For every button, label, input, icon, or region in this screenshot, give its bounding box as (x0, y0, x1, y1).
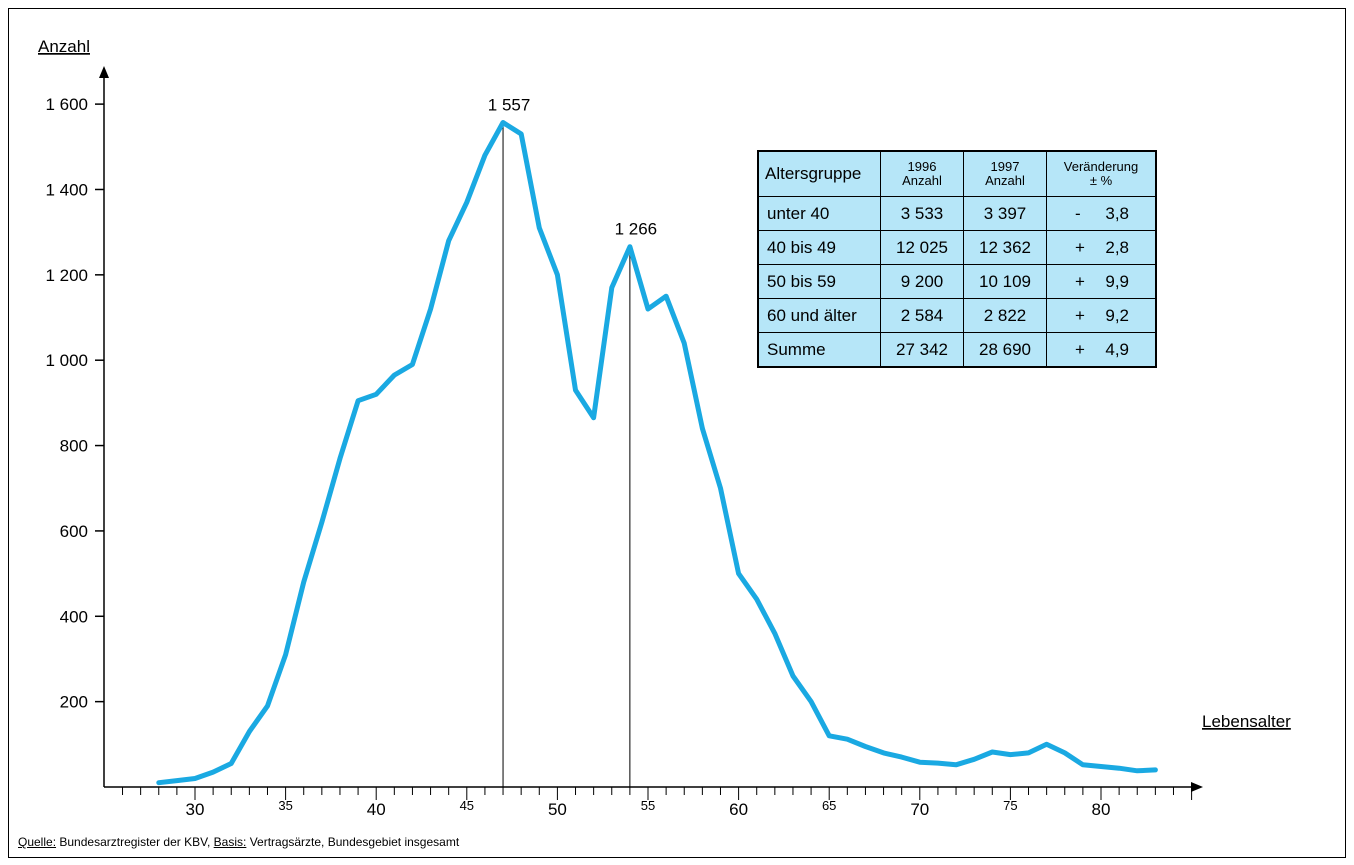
change-value: 9,9 (1105, 271, 1129, 291)
cell-change: +4,9 (1046, 332, 1157, 368)
y-axis-arrow (99, 66, 109, 78)
cell-group: 50 bis 59 (757, 264, 881, 299)
x-tick-label: 55 (641, 798, 655, 813)
source-note: Quelle: Bundesarztregister der KBV, Basi… (18, 835, 459, 849)
cell-group: 40 bis 49 (757, 230, 881, 265)
header-1997: 1997 Anzahl (963, 150, 1047, 197)
cell-1997: 10 109 (963, 264, 1047, 299)
table-header-row: Altersgruppe 1996 Anzahl 1997 Anzahl Ver… (757, 150, 1157, 197)
header-1997-year: 1997 (990, 159, 1020, 174)
cell-1996: 27 342 (880, 332, 964, 368)
cell-1996: 12 025 (880, 230, 964, 265)
y-tick-label: 600 (60, 522, 88, 541)
x-tick-label: 30 (186, 800, 205, 819)
source-text: Bundesarztregister der KBV, (56, 835, 214, 849)
table-row: 50 bis 59 9 200 10 109 +9,9 (757, 264, 1157, 299)
chart-frame (8, 8, 1346, 858)
cell-group: 60 und älter (757, 298, 881, 333)
header-1996: 1996 Anzahl (880, 150, 964, 197)
header-1997-sub: Anzahl (985, 173, 1025, 188)
change-value: 2,8 (1105, 237, 1129, 257)
cell-1997: 12 362 (963, 230, 1047, 265)
series-line (156, 120, 1158, 786)
x-tick-label: 75 (1003, 798, 1017, 813)
peak-label: 1 557 (488, 95, 531, 114)
change-value: 3,8 (1105, 203, 1129, 223)
change-sign: + (1075, 339, 1085, 359)
cell-1996: 9 200 (880, 264, 964, 299)
y-tick-label: 400 (60, 607, 88, 626)
change-sign: + (1075, 271, 1085, 291)
change-value: 9,2 (1105, 305, 1129, 325)
y-tick-label: 1 600 (45, 95, 88, 114)
y-tick-label: 200 (60, 693, 88, 712)
y-axis-title: Anzahl (38, 37, 90, 56)
table-row: 60 und älter 2 584 2 822 +9,2 (757, 298, 1157, 333)
cell-change: +9,9 (1046, 264, 1157, 299)
header-1996-sub: Anzahl (902, 173, 942, 188)
change-sign: + (1075, 237, 1085, 257)
basis-label: Basis: (213, 835, 247, 849)
source-label: Quelle: (18, 835, 57, 849)
header-1996-year: 1996 (907, 159, 937, 174)
header-change: Veränderung ± % (1046, 150, 1157, 197)
x-axis-arrow (1191, 782, 1203, 792)
x-tick-label: 80 (1092, 800, 1111, 819)
cell-group: unter 40 (757, 196, 881, 231)
x-tick-label: 50 (548, 800, 567, 819)
cell-1997: 28 690 (963, 332, 1047, 368)
x-tick-label: 70 (910, 800, 929, 819)
x-tick-label: 60 (729, 800, 748, 819)
cell-change: +2,8 (1046, 230, 1157, 265)
ticks: 30 35 40 45 50 55 60 65 70 75 80 200 400 600 800 1 000 1… (45, 95, 1193, 819)
x-tick-label: 40 (367, 800, 386, 819)
y-tick-label: 800 (60, 437, 88, 456)
x-tick-label: 65 (822, 798, 836, 813)
basis-text: Vertragsärzte, Bundesgebiet insgesamt (246, 835, 460, 849)
y-tick-label: 1 400 (45, 180, 88, 199)
cell-change: +9,2 (1046, 298, 1157, 333)
x-tick-label: 35 (278, 798, 292, 813)
table-row: unter 40 3 533 3 397 - 3,8 (757, 196, 1157, 231)
cell-1996: 3 533 (880, 196, 964, 231)
cell-1997: 2 822 (963, 298, 1047, 333)
cell-1997: 3 397 (963, 196, 1047, 231)
header-altersgruppe: Altersgruppe (757, 150, 881, 197)
change-sign: - (1075, 203, 1081, 223)
age-group-table: Altersgruppe 1996 Anzahl 1997 Anzahl Ver… (757, 150, 1157, 368)
cell-group: Summe (757, 332, 881, 368)
y-tick-label: 1 000 (45, 351, 88, 370)
x-tick-label: 45 (460, 798, 474, 813)
table-row: 40 bis 49 12 025 12 362 +2,8 (757, 230, 1157, 265)
header-change-sub: ± % (1089, 173, 1113, 188)
y-tick-label: 1 200 (45, 266, 88, 285)
change-sign: + (1075, 305, 1085, 325)
header-change-title: Veränderung (1063, 159, 1139, 174)
x-axis-title: Lebensalter (1202, 712, 1291, 731)
cell-1996: 2 584 (880, 298, 964, 333)
marks: 1 557 1 266 (156, 95, 1158, 787)
cell-change: - 3,8 (1046, 196, 1157, 231)
peak-label: 1 266 (615, 220, 658, 239)
change-value: 4,9 (1105, 339, 1129, 359)
table-row: Summe 27 342 28 690 +4,9 (757, 332, 1157, 368)
